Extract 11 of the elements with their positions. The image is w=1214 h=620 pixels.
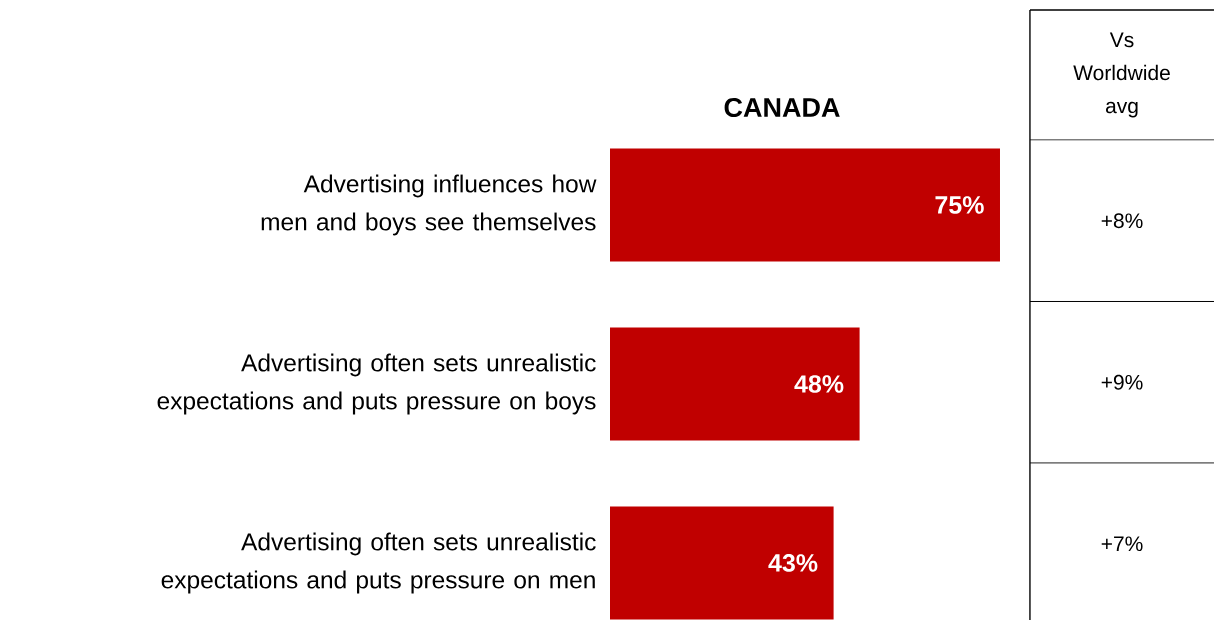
text: +9%: [1101, 374, 1143, 390]
y-tick-label: Advertising influences how men and boys see themselves: [261, 174, 597, 236]
data-label: 43%: [768, 554, 818, 572]
chart-title: CANADA: [724, 97, 840, 118]
text: +8%: [1101, 213, 1143, 229]
data-label: 48%: [794, 375, 844, 393]
data-label: 75%: [935, 196, 984, 214]
text: Vs Worldwide avg: [1073, 32, 1170, 118]
y-tick-label: Advertising often sets unrealistic expectations and puts pressure on men: [161, 532, 596, 594]
text: +7%: [1101, 536, 1143, 552]
y-tick-label: Advertising often sets unrealistic expectations and puts pressure on boys: [157, 353, 596, 415]
